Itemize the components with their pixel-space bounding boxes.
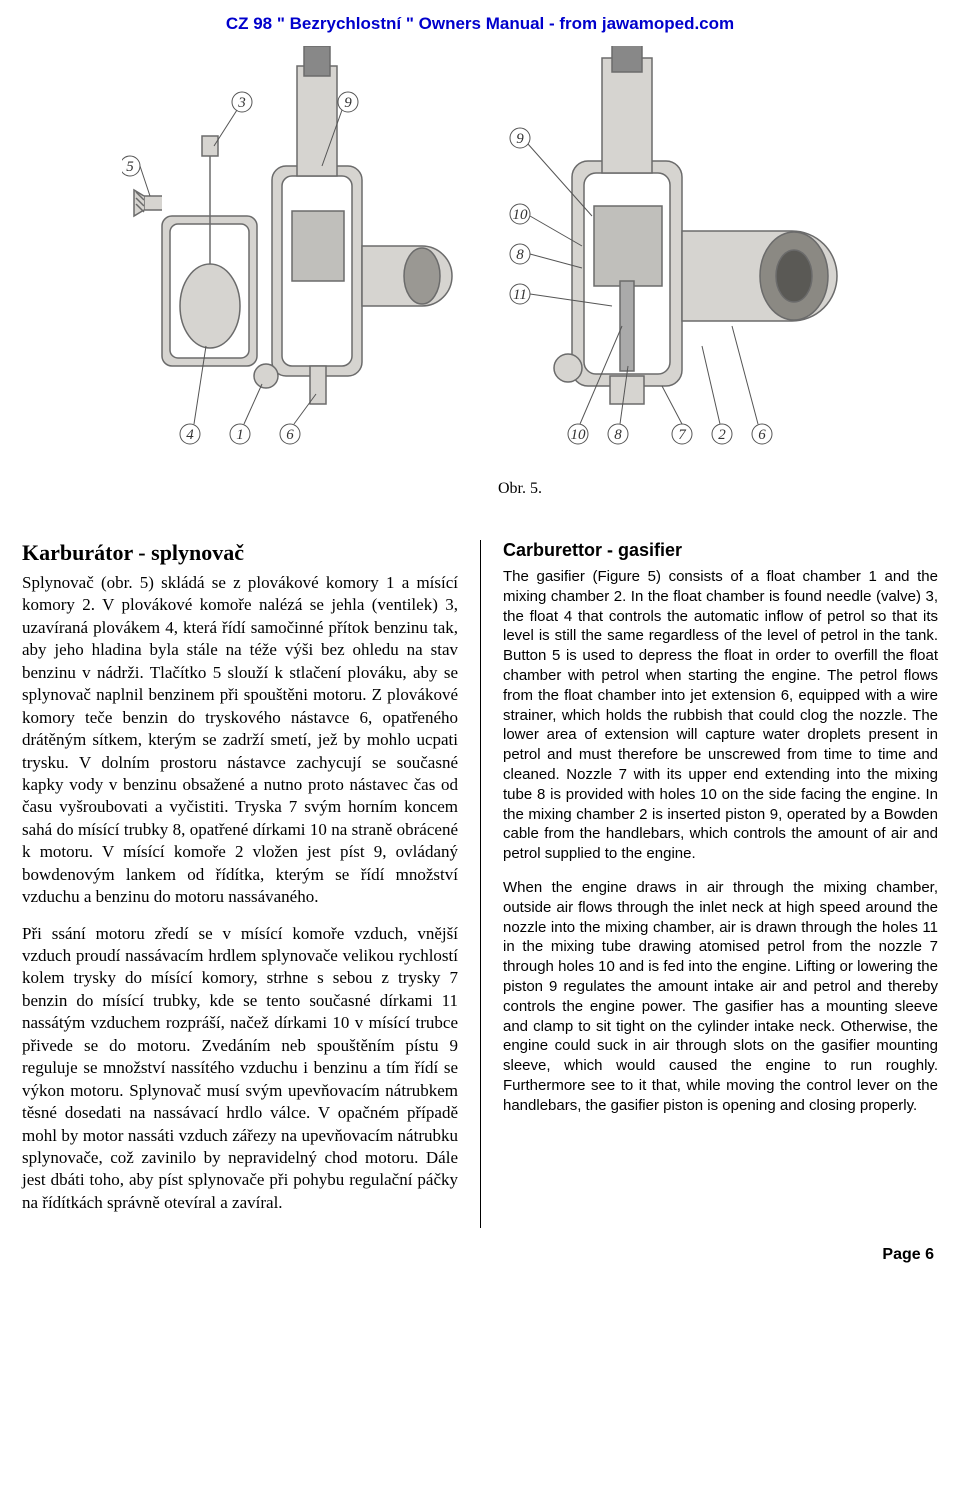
- callout-9b: 9: [516, 131, 524, 147]
- callout-10b: 10: [571, 427, 587, 443]
- right-title: Carburettor - gasifier: [503, 540, 938, 561]
- callout-6b: 6: [758, 427, 766, 443]
- callout-11: 11: [513, 287, 527, 303]
- callout-5: 5: [126, 159, 134, 175]
- left-paragraph-1: Splynovač (obr. 5) skládá se z plovákové…: [22, 572, 458, 909]
- callout-4: 4: [186, 427, 194, 443]
- left-paragraph-2: Při ssání motoru zředí se v mísící komoř…: [22, 923, 458, 1215]
- right-paragraph-2: When the engine draws in air through the…: [503, 878, 938, 1116]
- carburetor-diagram-svg: 5 3 9 4 1 6 9 10 8 11 10 8 7 2 6: [122, 46, 882, 476]
- page-number: Page 6: [22, 1246, 938, 1264]
- callout-1: 1: [236, 427, 244, 443]
- left-column: Karburátor - splynovač Splynovač (obr. 5…: [22, 540, 480, 1228]
- callout-8a: 8: [516, 247, 524, 263]
- callout-10a: 10: [513, 207, 529, 223]
- right-paragraph-1: The gasifier (Figure 5) consists of a fl…: [503, 567, 938, 864]
- callout-6a: 6: [286, 427, 294, 443]
- two-column-body: Karburátor - splynovač Splynovač (obr. 5…: [22, 540, 938, 1228]
- carburetor-figure: 5 3 9 4 1 6 9 10 8 11 10 8 7 2 6 Obr. 5.: [22, 40, 938, 510]
- callout-8b: 8: [614, 427, 622, 443]
- right-column: Carburettor - gasifier The gasifier (Fig…: [480, 540, 938, 1228]
- callout-3: 3: [237, 95, 246, 111]
- callout-7: 7: [678, 427, 687, 443]
- callout-9a: 9: [344, 95, 352, 111]
- callout-2: 2: [718, 427, 726, 443]
- figure-caption: Obr. 5.: [122, 480, 918, 498]
- page-header: CZ 98 " Bezrychlostní " Owners Manual - …: [22, 14, 938, 34]
- left-title: Karburátor - splynovač: [22, 540, 458, 566]
